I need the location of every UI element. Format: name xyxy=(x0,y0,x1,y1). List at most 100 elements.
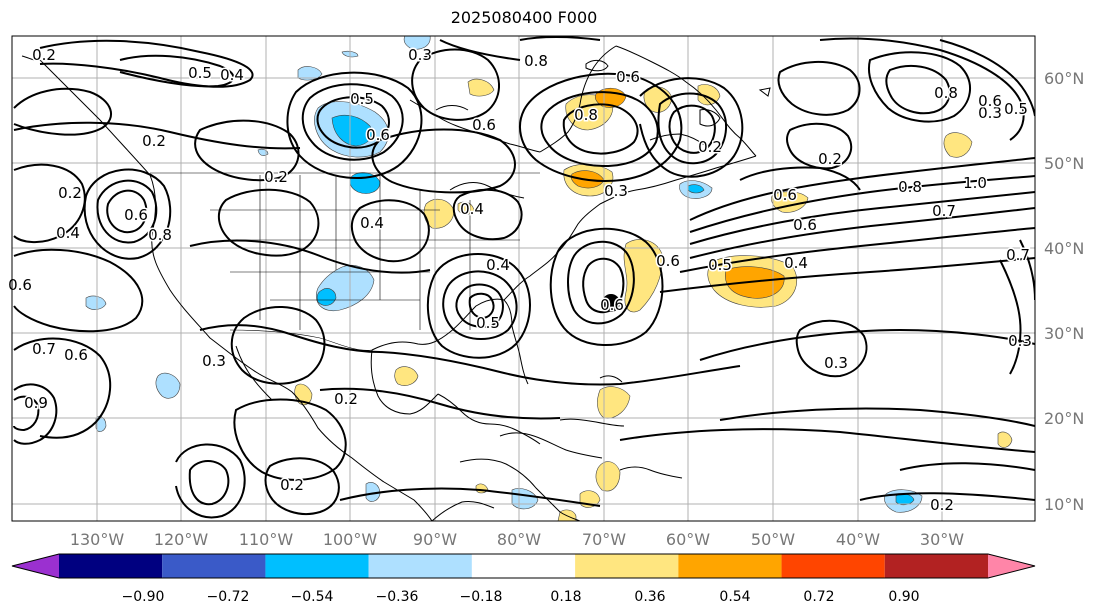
contour-label: 0.5 xyxy=(1004,100,1028,118)
colorbar-bin xyxy=(12,554,59,578)
contour-label: 0.8 xyxy=(934,84,958,102)
yellow-patch xyxy=(997,431,1013,448)
blue-patch xyxy=(687,184,705,194)
contour-label: 0.2 xyxy=(58,184,82,202)
contour-label: 0.2 xyxy=(930,496,954,514)
yellow-patch xyxy=(623,239,663,313)
contour-label: 0.3 xyxy=(978,104,1002,122)
lon-label: 60°W xyxy=(666,530,710,549)
contour-label: 0.2 xyxy=(818,150,842,168)
longitude-axis: 130°W 120°W 110°W 100°W 90°W 80°W 70°W 6… xyxy=(70,530,964,549)
contour-label: 0.6 xyxy=(616,68,640,86)
blue-patch xyxy=(85,295,107,310)
blue-patch xyxy=(297,66,323,81)
contour-label: 0.6 xyxy=(366,126,390,144)
contour-label: 0.2 xyxy=(264,168,288,186)
contour-label: 0.6 xyxy=(600,296,624,314)
yellow-patch xyxy=(597,386,631,419)
contour-label: 0.6 xyxy=(124,206,148,224)
blue-patch xyxy=(365,482,381,502)
yellow-patch xyxy=(943,132,973,158)
lat-label: 10°N xyxy=(1044,495,1084,514)
lon-label: 70°W xyxy=(582,530,626,549)
contour-label: 1.0 xyxy=(963,174,987,192)
contour-label: 0.2 xyxy=(32,46,56,64)
contour-label: 0.7 xyxy=(1006,246,1030,264)
colorbar-tick-label: 0.54 xyxy=(719,589,750,605)
contour-labels: 0.20.5 0.40.30.50.60.20.20.40.60.80.40.20… xyxy=(7,45,1034,516)
contour-label: 0.6 xyxy=(978,92,1002,110)
contour-label: 0.6 xyxy=(773,186,797,204)
contour-label: 0.8 xyxy=(524,52,548,70)
contour-label: 0.4 xyxy=(360,214,384,232)
lat-label: 40°N xyxy=(1044,239,1084,258)
contour-label: 0.4 xyxy=(784,254,808,272)
lon-label: 40°W xyxy=(836,530,880,549)
map-title: 2025080400 F000 xyxy=(450,8,598,27)
contour-label: 0.2 xyxy=(142,132,166,150)
colorbar xyxy=(11,553,1036,579)
lon-label: 110°W xyxy=(239,530,294,549)
lat-label: 60°N xyxy=(1044,69,1084,88)
lon-label: 50°W xyxy=(751,530,795,549)
contour-label: 0.6 xyxy=(64,346,88,364)
blue-patch xyxy=(316,288,337,306)
colorbar-tick-label: −0.72 xyxy=(207,589,250,605)
contour-label: 0.9 xyxy=(24,394,48,412)
yellow-patch xyxy=(467,78,495,97)
colorbar-bin xyxy=(884,554,988,578)
contour-label: 0.6 xyxy=(793,216,817,234)
colorbar-bin xyxy=(162,554,266,578)
contour-label: 0.8 xyxy=(148,226,172,244)
coastlines xyxy=(21,45,771,521)
colorbar-tick-label: 0.18 xyxy=(550,589,581,605)
colorbar-bin xyxy=(575,554,679,578)
blue-patch xyxy=(155,372,181,399)
colorbar-bin xyxy=(471,554,576,578)
blue-patch xyxy=(331,114,373,147)
lat-label: 50°N xyxy=(1044,154,1084,173)
contour-label: 0.3 xyxy=(1008,332,1032,350)
colorbar-tick-label: 0.36 xyxy=(634,589,665,605)
colorbar-tick-label: −0.18 xyxy=(460,589,503,605)
contour-label: 0.7 xyxy=(932,202,956,220)
colorbar-bin xyxy=(781,554,885,578)
colorbar-tick-label: 0.72 xyxy=(803,589,834,605)
colorbar-bin xyxy=(265,554,369,578)
blue-patch xyxy=(403,36,431,50)
colorbar-bin xyxy=(678,554,782,578)
lon-label: 100°W xyxy=(323,530,378,549)
contour-label: 0.3 xyxy=(604,182,628,200)
lon-label: 120°W xyxy=(154,530,209,549)
contour-label: 0.8 xyxy=(898,178,922,196)
contour-label: 0.4 xyxy=(56,224,80,242)
contour-label: 0.4 xyxy=(460,200,484,218)
contour-label: 0.6 xyxy=(8,276,32,294)
colorbar-bin xyxy=(988,554,1035,578)
contour-lines xyxy=(13,36,1035,519)
contour-label: 0.8 xyxy=(574,106,598,124)
yellow-patch xyxy=(595,461,621,492)
contour-label: 0.5 xyxy=(350,90,374,108)
contour-label: 0.4 xyxy=(220,66,244,84)
contour-label: 0.6 xyxy=(472,116,496,134)
colorbar-tick-label: −0.54 xyxy=(291,589,334,605)
latitude-axis: 60°N 50°N 40°N 30°N 20°N 10°N xyxy=(1044,69,1084,514)
contour-label: 0.2 xyxy=(334,390,358,408)
lon-label: 130°W xyxy=(70,530,125,549)
colorbar-outline xyxy=(11,553,1036,579)
map-frame xyxy=(11,35,1036,522)
lat-label: 20°N xyxy=(1044,409,1084,428)
contour-label: 0.3 xyxy=(202,352,226,370)
contour-label: 0.2 xyxy=(698,138,722,156)
contour-label: 0.5 xyxy=(476,314,500,332)
contour-label: 0.2 xyxy=(280,476,304,494)
colorbar-tick-label: 0.90 xyxy=(888,589,919,605)
contour-label: 0.5 xyxy=(188,64,212,82)
contour-label: 0.3 xyxy=(408,46,432,64)
lon-label: 80°W xyxy=(497,530,541,549)
colorbar-tick-label: −0.36 xyxy=(376,589,419,605)
lon-label: 90°W xyxy=(413,530,457,549)
colorbar-bin xyxy=(59,554,163,578)
